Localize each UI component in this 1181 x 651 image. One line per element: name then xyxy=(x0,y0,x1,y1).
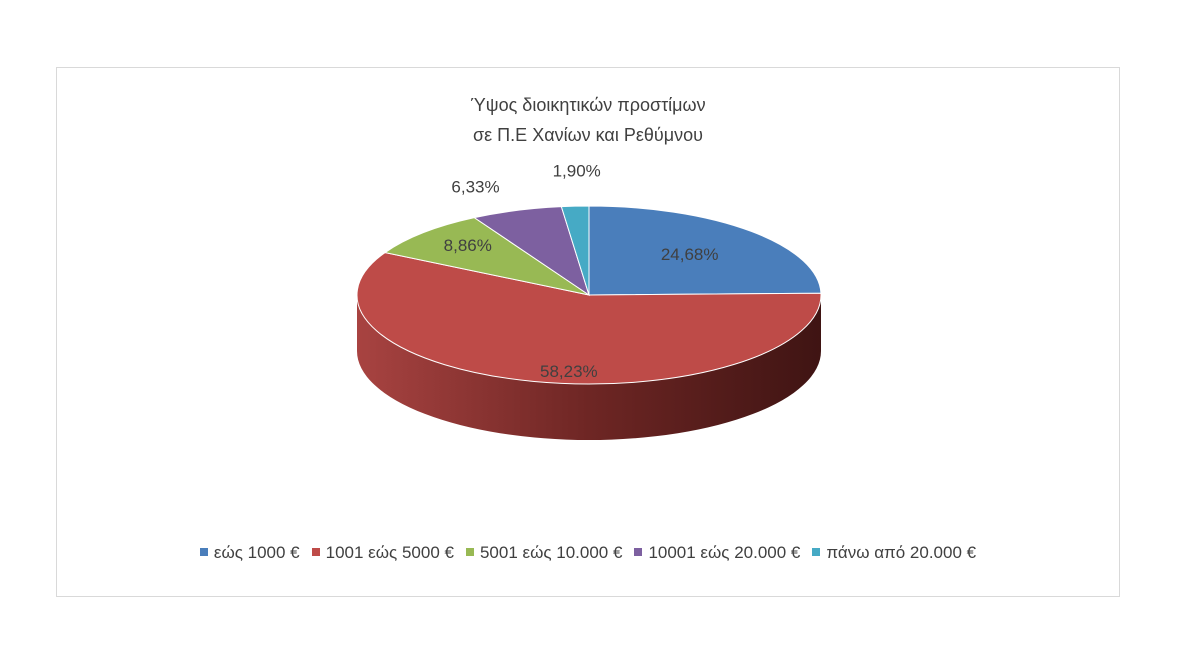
pie-slice-4 xyxy=(560,205,590,296)
data-label-1: 58,23% xyxy=(540,362,598,381)
data-label-3: 6,33% xyxy=(451,177,499,196)
legend-swatch-0 xyxy=(199,547,208,556)
legend-swatch-4 xyxy=(812,547,821,556)
legend-label-2: 5001 εώς 10.000 € xyxy=(479,543,623,562)
chart-title-line-1: Ύψος διοικητικών προστίμων xyxy=(470,95,706,115)
pie-top xyxy=(356,205,822,385)
legend-label-0: εώς 1000 € xyxy=(213,543,300,562)
data-label-2: 8,86% xyxy=(444,236,492,255)
pie-side-1 xyxy=(357,295,821,440)
data-label-0: 24,68% xyxy=(661,245,719,264)
pie-slice-2 xyxy=(383,217,590,296)
legend-item-1: 1001 εώς 5000 € xyxy=(311,543,454,563)
data-label-4: 1,90% xyxy=(553,161,601,180)
legend-swatch-3 xyxy=(634,547,643,556)
legend-item-4: πάνω από 20.000 € xyxy=(812,543,976,563)
pie-chart: 24,68% 58,23% 8,86% 6,33% 1,90% xyxy=(356,161,822,440)
legend-item-3: 10001 εώς 20.000 € xyxy=(634,543,800,563)
chart-frame: Ύψος διοικητικών προστίμων σε Π.Ε Χανίων… xyxy=(56,67,1120,597)
pie-labels: 24,68% 58,23% 8,86% 6,33% 1,90% xyxy=(444,161,719,381)
legend-swatch-1 xyxy=(311,547,320,556)
chart-title-line-2: σε Π.Ε Χανίων και Ρεθύμνου xyxy=(473,125,703,145)
legend-swatch-2 xyxy=(465,547,474,556)
legend-item-2: 5001 εώς 10.000 € xyxy=(465,543,623,563)
legend-label-3: 10001 εώς 20.000 € xyxy=(648,543,801,562)
pie-sides xyxy=(357,295,821,440)
legend: εώς 1000 € 1001 εώς 5000 € 5001 εώς 10.000… xyxy=(57,543,1119,563)
pie-slice-0 xyxy=(588,205,822,296)
pie-slice-1 xyxy=(356,252,822,385)
chart-title: Ύψος διοικητικών προστίμων σε Π.Ε Χανίων… xyxy=(57,90,1119,150)
legend-label-1: 1001 εώς 5000 € xyxy=(325,543,454,562)
legend-label-4: πάνω από 20.000 € xyxy=(826,543,977,562)
legend-item-0: εώς 1000 € xyxy=(199,543,300,563)
